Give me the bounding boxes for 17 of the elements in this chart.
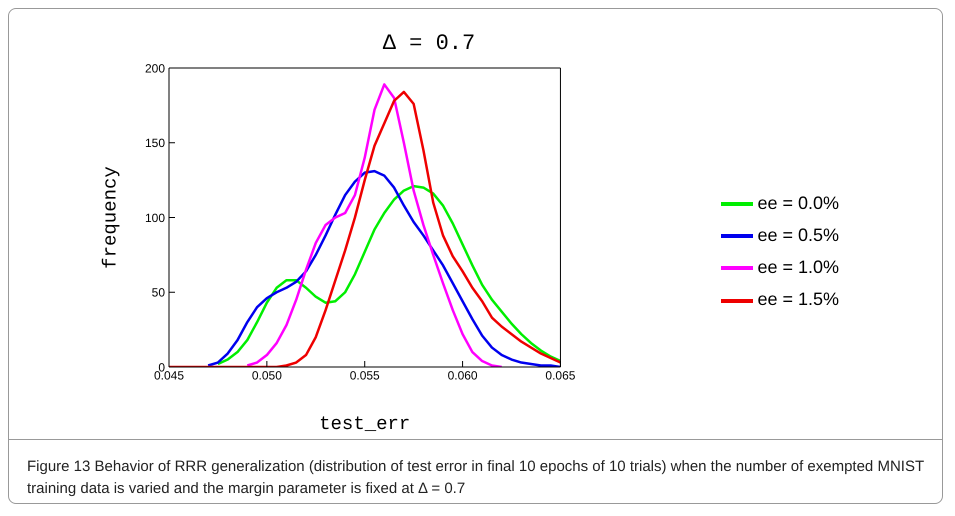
x-tick-label: 0.060 xyxy=(448,368,478,383)
x-tick-label: 0.065 xyxy=(545,368,576,383)
y-tick-label: 100 xyxy=(144,210,166,225)
legend-label: ee = 0.5% xyxy=(757,224,839,245)
x-tick-label: 0.055 xyxy=(350,368,380,383)
legend-label: ee = 1.5% xyxy=(757,289,839,310)
legend-label: ee = 0.0% xyxy=(757,192,839,212)
y-tick-label: 50 xyxy=(152,286,166,300)
y-tick-label: 200 xyxy=(144,61,166,76)
x-axis-title: test_err xyxy=(319,413,410,435)
caption: Figure 13 Behavior of RRR generalization (distribution of test error in final 10 epochs of 10 trials) when the number of exempted MNIST training data is varied and the margin parameter is fixed at Δ = 0.7 xyxy=(27,457,924,499)
y-axis-title: frequency xyxy=(100,166,122,269)
line-series xyxy=(246,83,503,367)
y-tick-label: 150 xyxy=(144,136,166,150)
x-tick-label: 0.050 xyxy=(252,368,282,383)
chart-title: Δ = 0.7 xyxy=(382,31,476,56)
legend-label: ee = 1.0% xyxy=(757,257,839,277)
